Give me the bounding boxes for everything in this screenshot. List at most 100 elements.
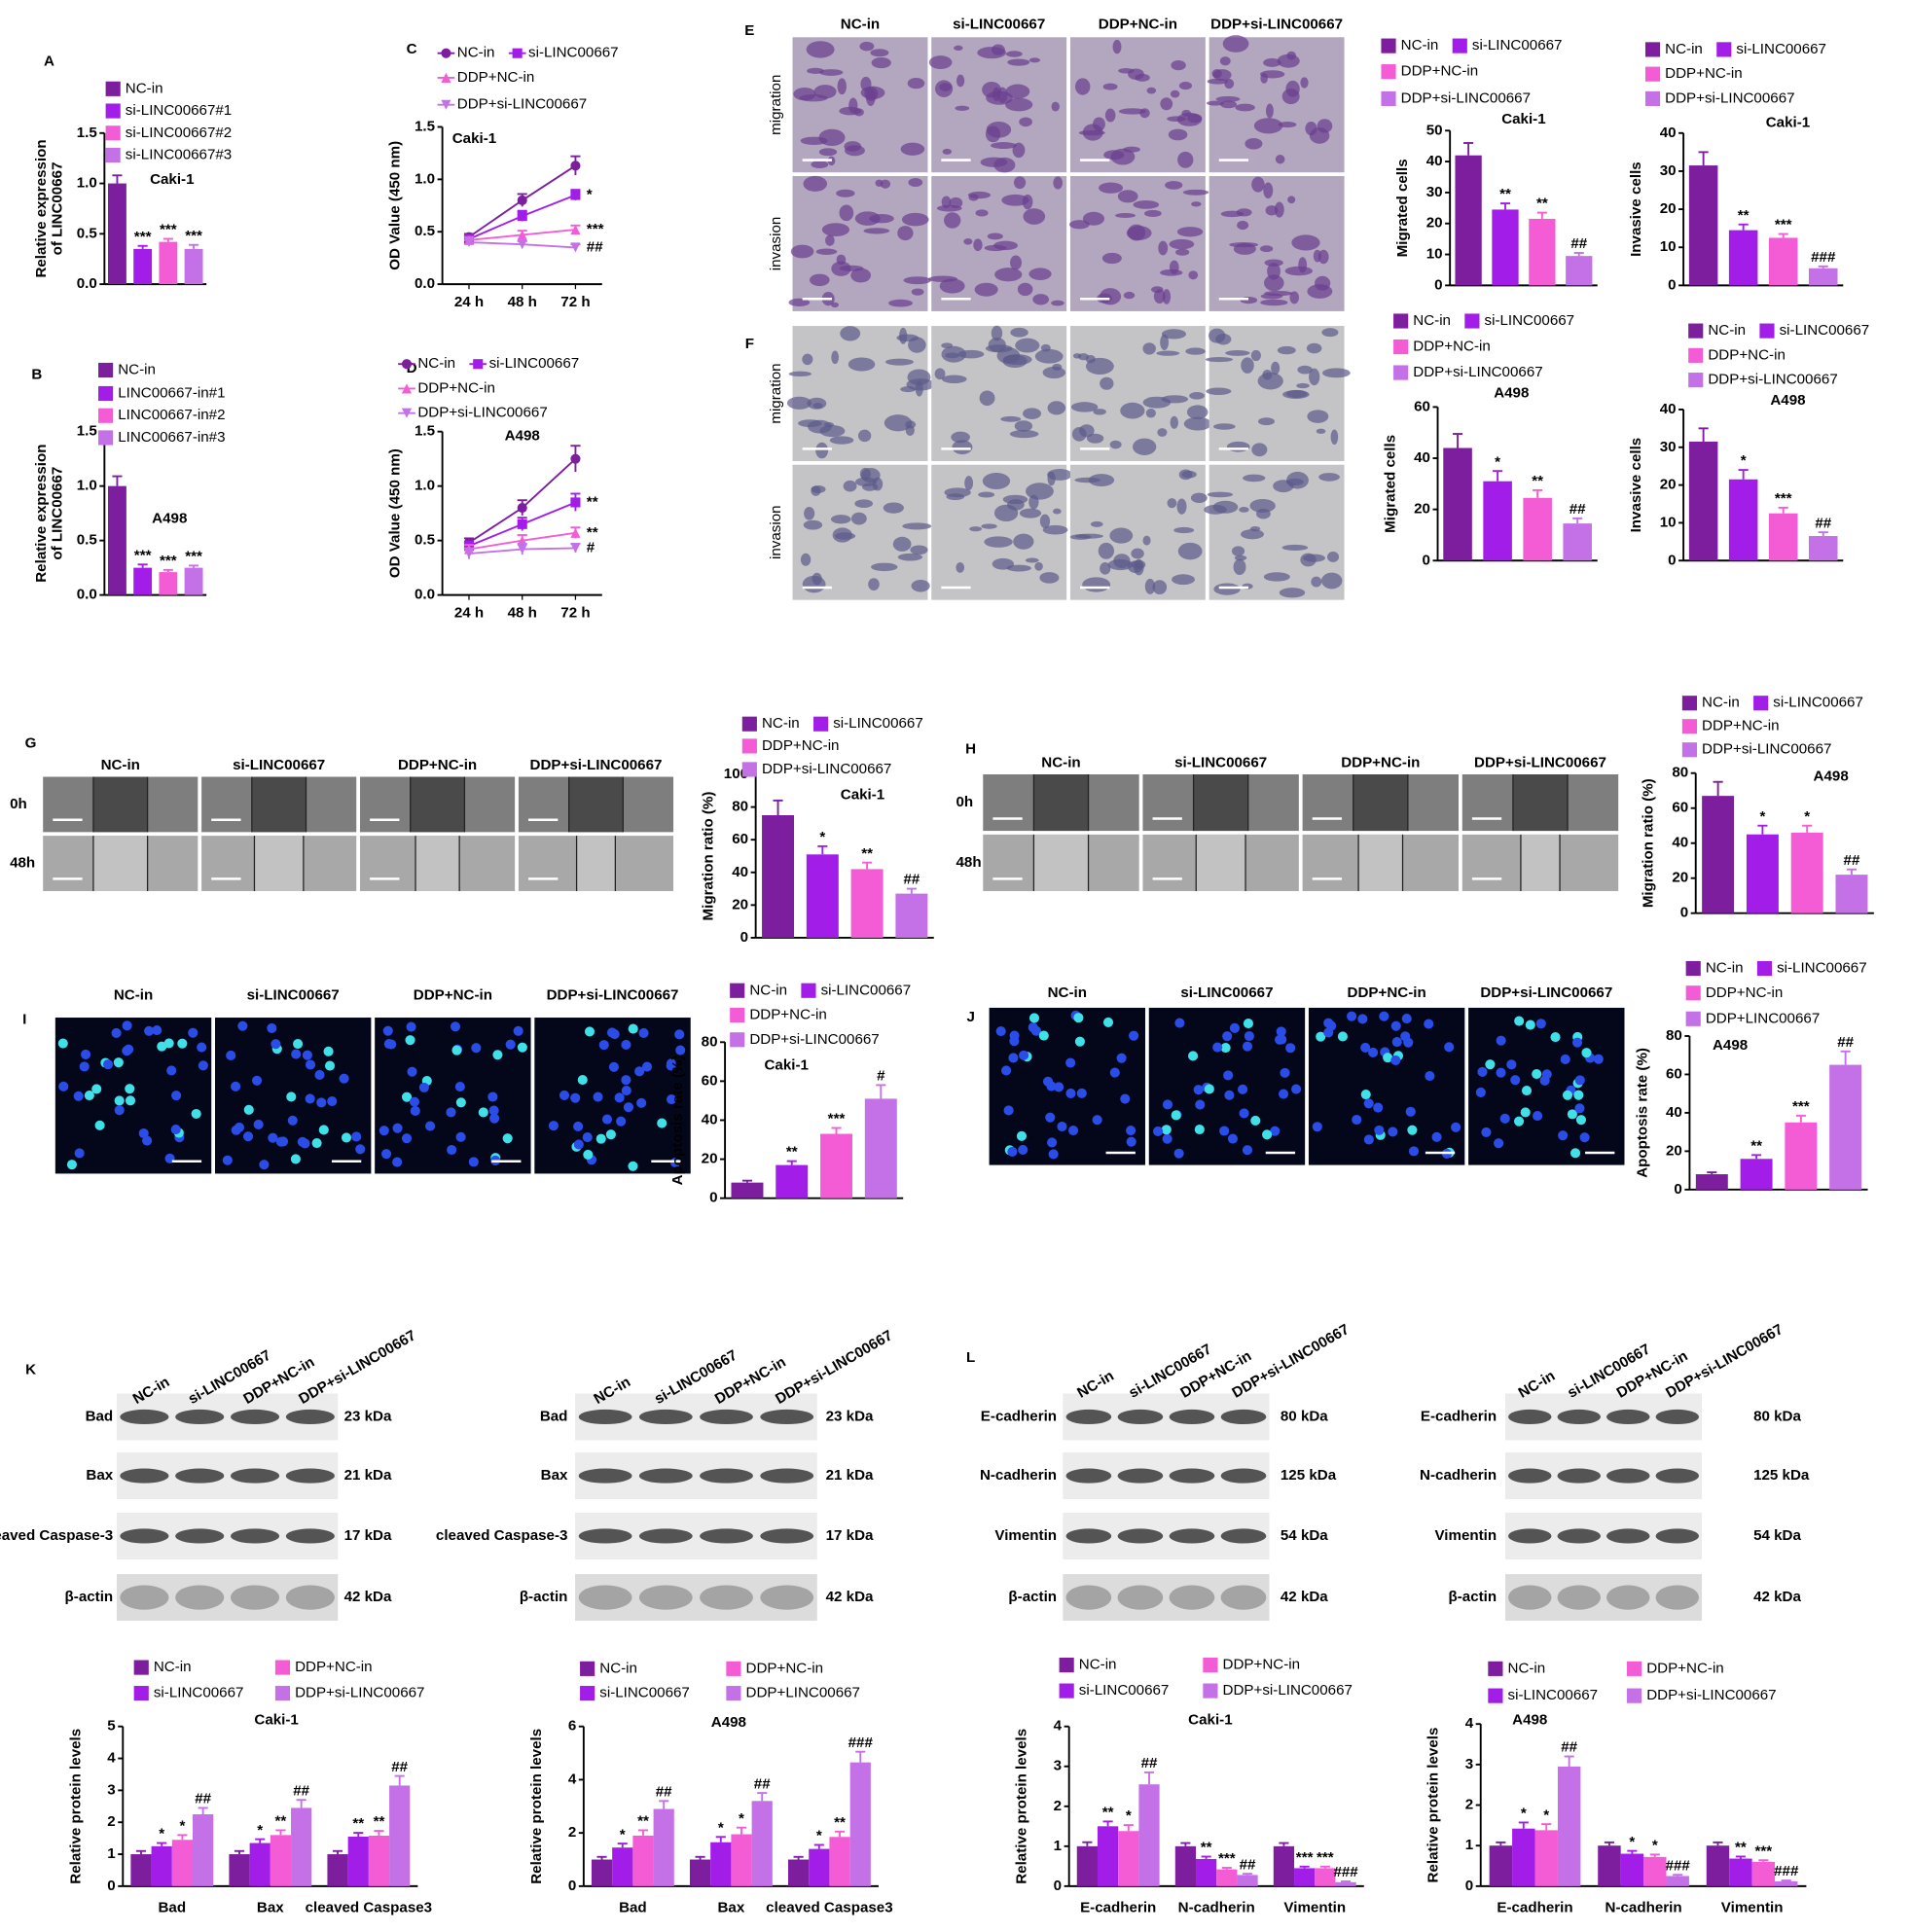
nucleus xyxy=(1374,1125,1385,1135)
y-axis-label: Relative expression xyxy=(33,139,50,277)
nucleus xyxy=(1388,1127,1398,1137)
legend-swatch xyxy=(105,125,121,141)
nucleus xyxy=(1569,1148,1581,1159)
blot-band xyxy=(1557,1409,1601,1425)
y-tick-label: 60 xyxy=(702,1072,718,1089)
nucleus xyxy=(302,1050,312,1060)
column-header: NC-in xyxy=(1041,755,1080,771)
cell-stain xyxy=(991,325,1003,341)
wound-gap xyxy=(415,836,460,891)
cell-stain xyxy=(1239,506,1249,513)
bar xyxy=(249,1843,271,1886)
blot-band xyxy=(1169,1409,1215,1425)
nucleus xyxy=(291,1049,302,1059)
nucleus xyxy=(1073,1013,1084,1023)
cell-stain xyxy=(1241,529,1264,540)
column-header: DDP+si-LINC00667 xyxy=(1210,17,1343,33)
significance: ** xyxy=(587,493,598,510)
y-tick-label: 80 xyxy=(702,1033,718,1050)
significance: * xyxy=(1741,452,1747,469)
nucleus xyxy=(316,1097,327,1108)
bar xyxy=(1563,523,1592,561)
size-label: 54 kDa xyxy=(1753,1527,1801,1544)
y-tick-label: 10 xyxy=(1660,514,1677,530)
y-axis-label: of LINC00667 xyxy=(49,161,65,255)
cell-stain xyxy=(1175,248,1190,256)
cell-stain xyxy=(1189,391,1206,400)
significance: ## xyxy=(1141,1755,1158,1771)
cell-stain xyxy=(1135,73,1150,82)
cell-stain xyxy=(1017,282,1033,297)
cell-stain xyxy=(1215,333,1232,345)
cell-stain xyxy=(1186,405,1209,419)
blot-band xyxy=(1117,1585,1164,1610)
cell-stain xyxy=(1010,327,1028,338)
cell-stain xyxy=(1082,124,1103,141)
bar xyxy=(1216,1869,1238,1886)
cell-stain xyxy=(1131,548,1144,559)
legend-label: LINC00667-in#1 xyxy=(118,385,225,402)
row-label: invasion xyxy=(768,217,784,271)
cell-stain xyxy=(1307,284,1333,299)
blot-band xyxy=(1220,1468,1267,1484)
y-tick-label: 0 xyxy=(1434,276,1442,293)
blot-band xyxy=(1065,1468,1112,1484)
cell-stain xyxy=(1172,574,1195,586)
nucleus xyxy=(614,1092,625,1103)
cell-stain xyxy=(857,429,872,443)
nucleus xyxy=(1391,1037,1402,1048)
nucleus xyxy=(995,1026,1006,1037)
cell-stain xyxy=(982,473,1011,490)
legend-label: DDP+si-LINC00667 xyxy=(1223,1682,1353,1699)
y-tick-label: 6 xyxy=(568,1718,576,1735)
cell-stain xyxy=(1101,252,1122,265)
cell-stain xyxy=(1074,78,1091,95)
panel-letter: D xyxy=(407,360,417,376)
y-axis-label: Relative protein levels xyxy=(1425,1728,1442,1883)
nucleus xyxy=(1276,1026,1286,1037)
nucleus xyxy=(287,1115,298,1126)
nucleus xyxy=(1001,1065,1012,1076)
cell-stain xyxy=(1281,89,1300,105)
column-header: si-LINC00667 xyxy=(1180,984,1273,1001)
column-header: DDP+si-LINC00667 xyxy=(547,986,679,1003)
legend-label: NC-in xyxy=(749,982,787,998)
cell-stain xyxy=(1271,361,1281,376)
significance: ## xyxy=(1815,515,1831,531)
wound-gap xyxy=(1358,834,1403,891)
cell-stain xyxy=(1173,526,1195,534)
wound-gap xyxy=(1033,834,1089,891)
significance: ## xyxy=(903,872,920,888)
nucleus xyxy=(1499,1113,1510,1124)
bar xyxy=(1443,447,1472,561)
blot-band xyxy=(760,1409,814,1425)
cell-stain xyxy=(1229,242,1259,248)
nucleus xyxy=(1352,1114,1362,1126)
bar xyxy=(1529,218,1556,286)
y-axis-label: Migrated cells xyxy=(1383,435,1399,533)
legend-swatch xyxy=(1644,90,1661,107)
nucleus xyxy=(311,1137,322,1149)
cell-stain xyxy=(1034,561,1043,571)
significance: ### xyxy=(1333,1864,1358,1880)
bar xyxy=(1790,832,1823,913)
protein-label: Bad xyxy=(540,1408,568,1424)
cell-stain xyxy=(1206,100,1224,106)
cell-stain xyxy=(1028,494,1039,510)
y-tick-label: 40 xyxy=(1660,125,1677,141)
nucleus xyxy=(447,1144,457,1156)
bar xyxy=(108,183,126,285)
y-tick-label: 0 xyxy=(1668,552,1676,568)
cell-stain xyxy=(1187,113,1203,124)
wound-gap xyxy=(410,776,465,833)
legend-swatch xyxy=(1381,90,1396,107)
y-tick-label: 40 xyxy=(732,864,748,880)
nucleus xyxy=(505,1039,516,1050)
nucleus xyxy=(1239,1108,1249,1119)
nucleus xyxy=(66,1160,77,1170)
bar xyxy=(291,1807,312,1886)
size-label: 17 kDa xyxy=(826,1527,874,1544)
legend-label: si-LINC00667 xyxy=(489,355,580,372)
cell-stain xyxy=(1034,348,1064,364)
cell-stain xyxy=(915,380,923,397)
